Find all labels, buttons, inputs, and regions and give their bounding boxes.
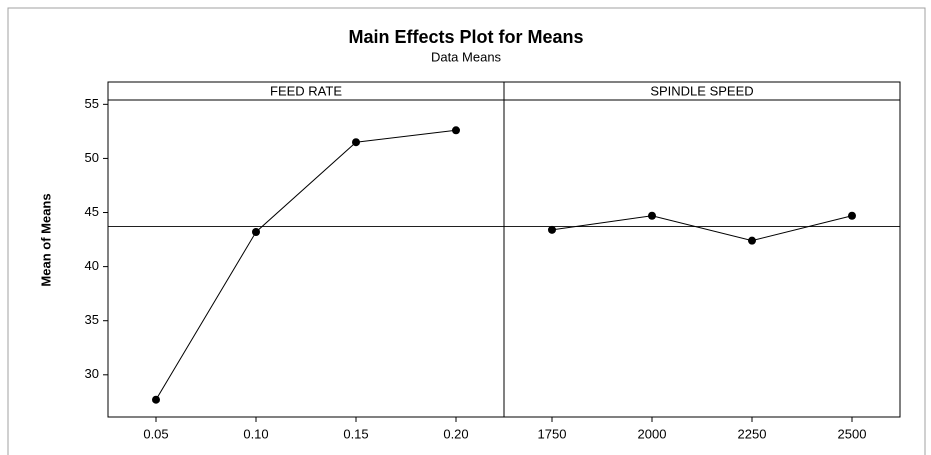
y-axis-label: Mean of Means [38,193,53,286]
panel-title: FEED RATE [270,83,342,98]
data-point [548,225,556,234]
panel-title: SPINDLE SPEED [650,83,753,98]
chart-title: Main Effects Plot for Means [348,27,583,47]
data-point [352,138,360,147]
y-tick-label: 45 [85,204,99,219]
y-tick-label: 55 [85,96,99,111]
y-tick-label: 40 [85,258,99,273]
data-point [848,211,856,220]
y-tick-label: 30 [85,366,99,381]
x-tick-label: 0.15 [343,426,368,441]
x-tick-label: 2000 [638,426,667,441]
x-tick-label: 0.20 [443,426,468,441]
line-series [155,129,457,400]
x-tick-label: 0.05 [143,426,168,441]
x-tick-label: 0.10 [243,426,268,441]
x-tick-label: 2250 [738,426,767,441]
x-tick-label: 2500 [838,426,867,441]
data-point [152,395,160,404]
chart-subtitle: Data Means [431,49,502,64]
data-point [452,126,460,135]
y-tick-label: 50 [85,150,99,165]
y-tick-label: 35 [85,312,99,327]
line-series [551,215,853,242]
data-point [748,236,756,245]
x-tick-label: 1750 [538,426,567,441]
data-point [252,227,260,236]
data-point [648,211,656,220]
